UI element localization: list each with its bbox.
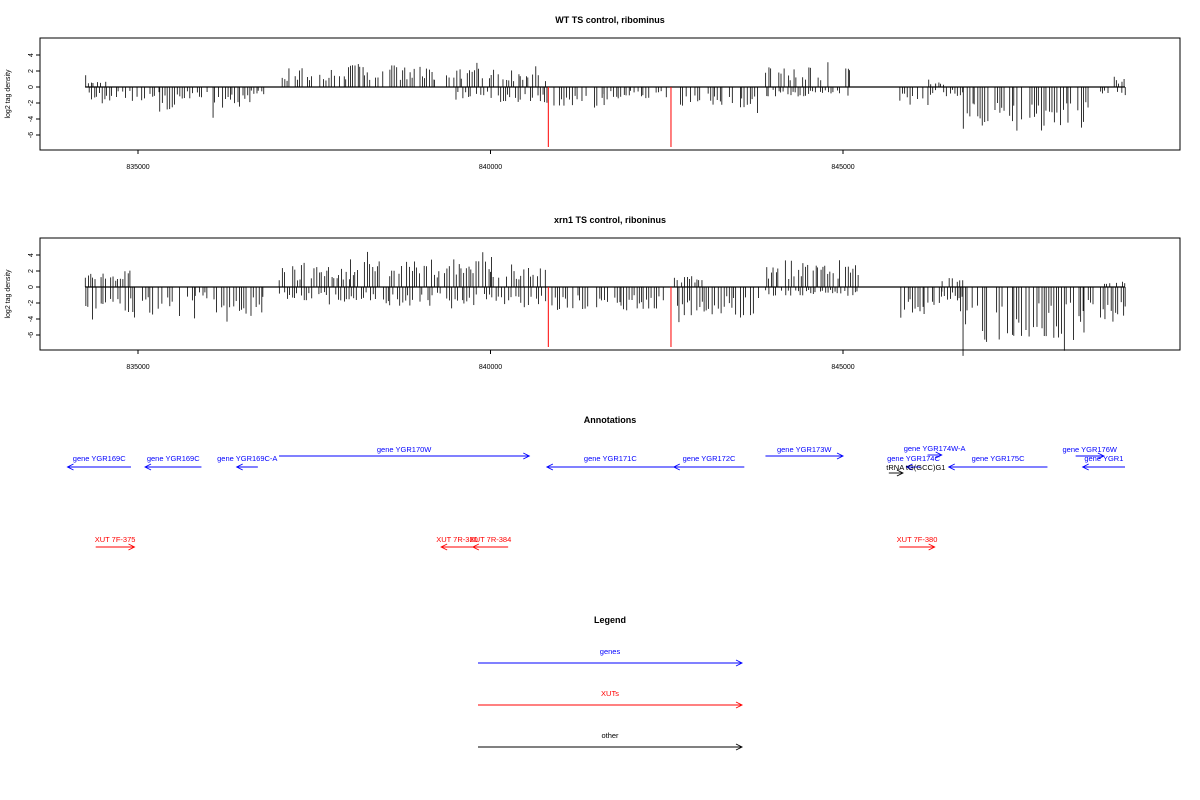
panel-wt-bars	[85, 62, 1126, 147]
gene-label: gene YGR174C	[887, 454, 940, 463]
gene-label: gene YGR174W-A	[904, 444, 966, 453]
annotation-arrow-head	[735, 701, 744, 709]
annotation-arrow-head	[144, 463, 152, 471]
annotation-arrow-head	[66, 463, 74, 471]
gene-label: gene YGR169C	[147, 454, 200, 463]
annotations-title: Annotations	[584, 415, 637, 425]
gene-label: gene YGR173W	[777, 445, 832, 454]
xut-label: XUT 7F-380	[897, 535, 938, 544]
ytick-label: 2	[28, 269, 35, 273]
panel-wt: WT TS control, ribominus log2 tag densit…	[5, 15, 1181, 171]
legend-items: genes XUTs other	[478, 647, 744, 751]
annotation-arrow-head	[440, 543, 448, 551]
panel-wt-xticks: 835000 840000 845000	[126, 150, 855, 171]
other-label: tRNA tG(GCC)G1	[886, 463, 945, 472]
panel-xrn1-frame	[39, 237, 1181, 351]
annotations-other: tRNA tG(GCC)G1	[886, 463, 945, 477]
annotation-arrow-head	[928, 543, 936, 551]
panel-xrn1-yticks: -6 -4 -2 0 2 4	[28, 253, 40, 338]
annotation-arrow-head	[735, 743, 744, 751]
annotation-arrow-head	[545, 463, 554, 471]
panel-wt-yticks: -6 -4 -2 0 2 4	[28, 53, 40, 138]
gene-label: gene YGR171C	[584, 454, 637, 463]
legend: Legend genes XUTs other	[478, 615, 744, 751]
annotation-arrow-head	[672, 463, 681, 471]
ytick-label: -4	[28, 316, 35, 322]
panel-xrn1: xrn1 TS control, riboninus log2 tag dens…	[5, 215, 1181, 371]
legend-item-label: genes	[600, 647, 621, 656]
gene-label: gene YGR1	[1084, 454, 1123, 463]
legend-item-label: XUTs	[601, 689, 619, 698]
annotation-arrow-head	[523, 452, 531, 460]
xut-label: XUT 7R-384	[470, 535, 512, 544]
ytick-label: -2	[28, 300, 35, 306]
gene-label: gene YGR169C-A	[217, 454, 277, 463]
gene-label: gene YGR175C	[972, 454, 1025, 463]
panel-wt-title: WT TS control, ribominus	[555, 15, 665, 25]
xut-label: XUT 7R-380	[436, 535, 478, 544]
panel-wt-frame	[39, 37, 1181, 151]
gene-label: gene YGR169C	[73, 454, 126, 463]
xtick-label: 840000	[479, 164, 502, 171]
xtick-label: 845000	[831, 364, 854, 371]
ytick-label: -6	[28, 132, 35, 138]
legend-title: Legend	[594, 615, 626, 625]
annotation-arrow-head	[235, 463, 243, 471]
annotation-arrow-head	[1081, 463, 1089, 471]
ytick-label: -4	[28, 116, 35, 122]
annotation-arrow-head	[947, 463, 955, 471]
annotations-genes: gene YGR169C gene YGR169C gene YGR169C-A ge…	[66, 444, 1125, 471]
annotation-arrow-head	[836, 452, 845, 460]
annotation-arrow-head	[1097, 452, 1105, 460]
annotations-panel: Annotations gene YGR169C gene YGR169C gene…	[66, 415, 1125, 551]
ytick-label: 4	[28, 253, 35, 257]
panel-wt-ylabel: log2 tag density	[5, 69, 12, 119]
gene-label: gene YGR170W	[377, 445, 432, 454]
annotation-arrow-head	[905, 463, 913, 471]
xut-label: XUT 7F-375	[95, 535, 136, 544]
panel-xrn1-ylabel: log2 tag density	[5, 269, 12, 319]
annotation-arrow-head	[935, 451, 943, 459]
panel-xrn1-xticks: 835000 840000 845000	[126, 350, 855, 371]
xtick-label: 840000	[479, 364, 502, 371]
xtick-label: 835000	[126, 164, 149, 171]
annotation-arrow-head	[471, 543, 480, 551]
panel-xrn1-bars	[84, 251, 1126, 356]
panel-xrn1-title: xrn1 TS control, riboninus	[554, 215, 666, 225]
ytick-label: 4	[28, 53, 35, 57]
ytick-label: 2	[28, 69, 35, 73]
xtick-label: 845000	[831, 164, 854, 171]
annotation-arrow-head	[896, 469, 904, 477]
gene-label: gene YGR176W	[1063, 445, 1118, 454]
annotation-arrow-head	[735, 659, 744, 667]
ytick-label: -6	[28, 332, 35, 338]
ytick-label: 0	[28, 85, 35, 89]
ytick-label: 0	[28, 285, 35, 289]
legend-item-label: other	[601, 731, 619, 740]
annotation-arrow-head	[128, 543, 136, 551]
ytick-label: -2	[28, 100, 35, 106]
xtick-label: 835000	[126, 364, 149, 371]
gene-label: gene YGR172C	[683, 454, 736, 463]
